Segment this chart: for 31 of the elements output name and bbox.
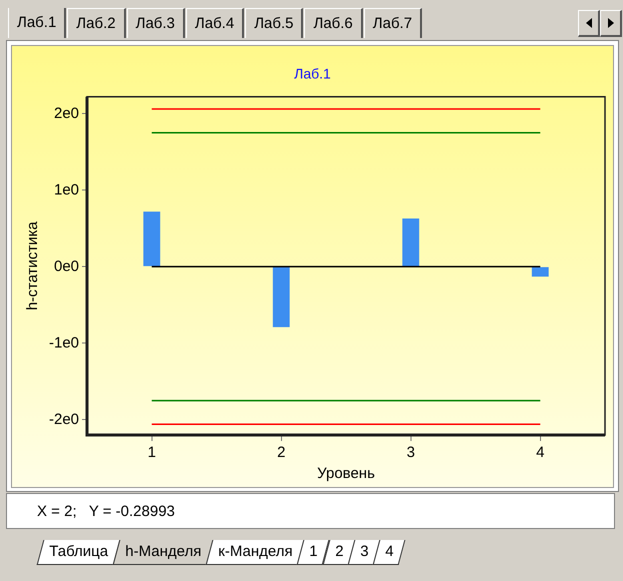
text: Лаб.2 — [67, 8, 126, 39]
y-tick-label: -2e0 — [48, 410, 80, 428]
y-tick-label: -1e0 — [48, 334, 80, 352]
bar — [143, 212, 160, 266]
text: h-Манделя — [125, 543, 202, 560]
text: Таблица — [49, 543, 108, 560]
text: к-Манделя — [218, 543, 293, 560]
bar — [532, 267, 549, 277]
x-tick-label: 4 — [536, 444, 544, 462]
text: Лаб.5 — [245, 8, 304, 39]
text: Лаб.3 — [126, 8, 185, 39]
y-tick-label: 1e0 — [54, 181, 80, 198]
x-tick-label: 2 — [277, 444, 286, 462]
bar — [272, 267, 290, 328]
text: X = 2; Y = -0.28993 — [6, 493, 615, 529]
x-tick-label: 1 — [148, 444, 156, 462]
text: 3 — [360, 543, 369, 560]
chart-title: Лаб.1 — [294, 65, 332, 82]
text: 1 — [310, 543, 318, 560]
y-tick-label: 2e0 — [54, 104, 80, 122]
bar — [402, 218, 420, 266]
y-axis-title: h-статистика — [24, 220, 42, 310]
text: Лаб.6 — [304, 8, 363, 39]
text: Лаб.1 — [16, 13, 58, 33]
text: 2 — [334, 543, 344, 560]
y-tick-label: 0e0 — [54, 258, 80, 275]
x-tick-label: 3 — [406, 444, 415, 462]
text: 4 — [386, 543, 394, 560]
text: Лаб.7 — [364, 8, 422, 39]
text: Лаб.4 — [186, 8, 244, 39]
x-axis-title: Уровень — [317, 465, 376, 482]
